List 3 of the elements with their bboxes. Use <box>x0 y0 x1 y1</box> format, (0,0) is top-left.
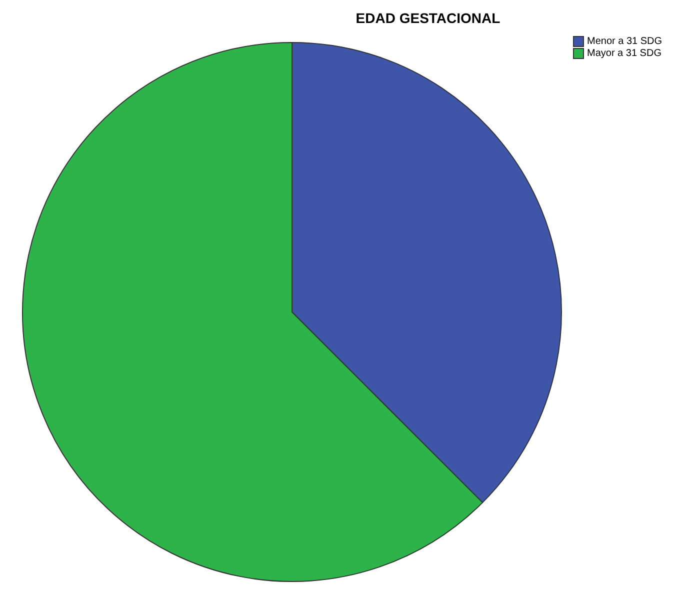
legend-label: Mayor a 31 SDG <box>587 48 662 59</box>
legend-label: Menor a 31 SDG <box>587 36 662 47</box>
chart-title: EDAD GESTACIONAL <box>354 10 502 26</box>
